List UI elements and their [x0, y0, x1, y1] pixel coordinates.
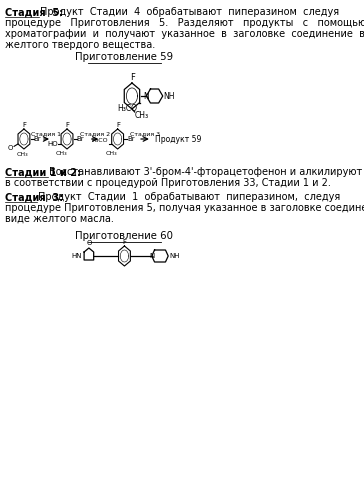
Text: Продукт 59: Продукт 59 — [155, 135, 201, 144]
Text: HO: HO — [47, 141, 58, 147]
Text: виде желтого масла.: виде желтого масла. — [5, 214, 114, 224]
Text: Продукт  Стадии  4  обрабатывают  пиперазином  следуя: Продукт Стадии 4 обрабатывают пиперазино… — [40, 7, 340, 17]
Text: NH: NH — [163, 91, 175, 100]
Text: желтого твердого вещества.: желтого твердого вещества. — [5, 40, 156, 50]
Text: Приготовление 59: Приготовление 59 — [75, 52, 174, 62]
Text: процедуре Приготовления 5, получая указанное в заголовке соединение в: процедуре Приготовления 5, получая указа… — [5, 203, 364, 213]
Text: F: F — [116, 122, 120, 128]
Text: Приготовление 60: Приготовление 60 — [75, 231, 174, 241]
Text: Br: Br — [127, 136, 135, 142]
Text: процедуре   Приготовления   5.   Разделяют   продукты   с   помощью: процедуре Приготовления 5. Разделяют про… — [5, 18, 364, 28]
Text: Стадия  5:: Стадия 5: — [5, 7, 64, 17]
Text: F: F — [23, 122, 27, 128]
Text: Продукт  Стадии  1  обрабатывают  пиперазином,  следуя: Продукт Стадии 1 обрабатывают пиперазино… — [38, 192, 341, 202]
Text: CH₃: CH₃ — [106, 151, 118, 156]
Text: в соответствии с процедурой Приготовления 33, Стадии 1 и 2.: в соответствии с процедурой Приготовлени… — [5, 178, 331, 188]
Text: N: N — [143, 91, 149, 100]
Text: H₃CO: H₃CO — [92, 138, 108, 143]
Text: F: F — [122, 239, 126, 245]
Text: Br: Br — [33, 136, 41, 142]
Text: Стадия  3:: Стадия 3: — [5, 192, 64, 202]
Text: H₃CO: H₃CO — [118, 103, 138, 112]
Text: Стадии 1 и 2:: Стадии 1 и 2: — [5, 167, 82, 177]
Text: O: O — [86, 240, 92, 246]
Text: Br: Br — [76, 136, 84, 142]
Text: NH: NH — [169, 253, 179, 259]
Text: Стадия 3: Стадия 3 — [130, 131, 160, 136]
Text: N: N — [149, 253, 154, 259]
Text: HN: HN — [72, 253, 82, 259]
Text: F: F — [66, 122, 70, 128]
Text: Стадия 2: Стадия 2 — [80, 131, 110, 136]
Text: CH₃: CH₃ — [55, 151, 67, 156]
Text: F: F — [130, 73, 135, 82]
Text: хроматографии  и  получают  указанное  в  заголовке  соединение  в  виде: хроматографии и получают указанное в заг… — [5, 29, 364, 39]
Text: CH₃: CH₃ — [135, 111, 149, 120]
Text: Стадия 1: Стадия 1 — [32, 131, 62, 136]
Text: O: O — [8, 145, 13, 151]
Text: CH₃: CH₃ — [17, 152, 28, 157]
Text: Восстанавливают 3'-бром-4'-фторацетофенон и алкилируют: Восстанавливают 3'-бром-4'-фторацетофено… — [49, 167, 363, 177]
